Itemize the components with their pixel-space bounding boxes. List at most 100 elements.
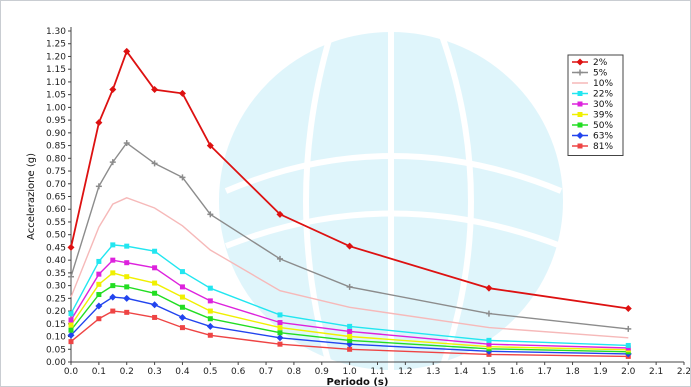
data-point — [67, 243, 75, 251]
x-tick-label: 2.0 — [621, 367, 636, 377]
axes: 0.000.050.100.150.200.250.300.350.400.45… — [26, 27, 690, 386]
legend-item: 22% — [572, 90, 613, 100]
legend-label: 81% — [593, 142, 613, 152]
data-point — [207, 285, 213, 291]
y-tick-label: 0.60 — [46, 205, 66, 215]
data-point — [277, 330, 283, 336]
y-tick-label: 0.00 — [46, 358, 66, 368]
data-point — [124, 309, 130, 315]
x-tick-label: 0.7 — [259, 367, 273, 377]
data-point — [206, 322, 214, 330]
data-point — [124, 284, 130, 290]
legend-label: 30% — [593, 100, 613, 110]
x-tick-label: 0.1 — [92, 367, 106, 377]
data-point — [625, 325, 632, 332]
y-tick-label: 0.20 — [46, 307, 66, 317]
data-point — [123, 47, 131, 55]
data-point — [151, 160, 158, 167]
legend-label: 50% — [593, 121, 613, 131]
y-tick-label: 1.00 — [46, 103, 66, 113]
data-point — [347, 337, 353, 343]
x-tick-label: 0.6 — [231, 367, 246, 377]
x-tick-label: 0.3 — [147, 367, 161, 377]
series-39pct — [68, 270, 631, 353]
data-point — [95, 183, 102, 190]
y-tick-label: 1.05 — [46, 91, 66, 101]
y-tick-label: 1.20 — [46, 52, 66, 62]
y-tick-label: 0.45 — [46, 243, 66, 253]
data-point — [152, 248, 158, 254]
series-5pct — [68, 140, 632, 332]
legend-label: 5% — [593, 69, 608, 79]
x-axis-title: Periodo (s) — [327, 377, 389, 386]
data-point — [485, 310, 492, 317]
legend-label: 22% — [593, 90, 613, 100]
data-point — [276, 334, 284, 342]
data-point — [276, 210, 284, 218]
data-point — [207, 316, 213, 322]
data-point — [151, 86, 159, 94]
y-tick-label: 0.05 — [46, 345, 66, 355]
y-tick-label: 0.55 — [46, 218, 66, 228]
data-point — [124, 243, 130, 249]
data-point — [152, 290, 158, 296]
data-point — [67, 331, 75, 339]
data-point — [179, 294, 185, 300]
series-30pct — [68, 257, 631, 351]
data-point — [179, 284, 185, 290]
x-tick-label: 1.5 — [482, 367, 496, 377]
legend-item: 10% — [572, 79, 613, 89]
series-layer — [67, 47, 632, 359]
y-tick-label: 0.35 — [46, 269, 66, 279]
data-point — [68, 317, 74, 323]
x-tick-label: 2.1 — [649, 367, 663, 377]
data-point — [152, 314, 158, 320]
y-tick-label: 0.75 — [46, 167, 66, 177]
data-point — [276, 255, 283, 262]
data-point — [346, 242, 354, 250]
data-point — [207, 298, 213, 304]
x-tick-label: 1.0 — [342, 367, 357, 377]
data-point — [179, 304, 185, 310]
data-point — [152, 280, 158, 286]
data-point — [347, 334, 353, 340]
x-tick-label: 0.4 — [175, 367, 190, 377]
data-point — [96, 281, 102, 287]
x-tick-label: 0.2 — [120, 367, 134, 377]
legend-marker — [577, 112, 583, 117]
legend-item: 63% — [572, 132, 613, 142]
watermark-globe — [213, 26, 569, 376]
data-point — [110, 308, 116, 314]
x-tick-label: 1.4 — [454, 367, 469, 377]
data-point — [110, 283, 116, 289]
data-point — [347, 346, 353, 352]
data-point — [151, 301, 159, 309]
data-point — [178, 89, 186, 97]
data-point — [624, 305, 632, 313]
data-point — [207, 308, 213, 314]
legend-label: 2% — [593, 58, 608, 68]
data-point — [486, 341, 492, 347]
data-point — [486, 337, 492, 343]
data-point — [109, 86, 117, 94]
data-point — [110, 257, 116, 263]
legend-marker — [576, 132, 584, 139]
data-point — [277, 325, 283, 331]
data-point — [486, 344, 492, 350]
data-point — [625, 345, 631, 351]
series-22pct — [68, 242, 631, 348]
data-point — [207, 332, 213, 338]
legend-label: 10% — [593, 79, 613, 89]
y-tick-label: 1.10 — [46, 78, 66, 88]
y-tick-label: 0.85 — [46, 142, 66, 152]
data-point — [207, 211, 214, 218]
data-point — [109, 159, 116, 166]
series-10pct — [70, 197, 629, 339]
legend-item: 30% — [572, 100, 613, 110]
data-point — [96, 258, 102, 264]
x-tick-label: 0.9 — [315, 367, 330, 377]
legend-marker — [577, 69, 583, 76]
data-point — [347, 328, 353, 334]
data-point — [96, 316, 102, 322]
